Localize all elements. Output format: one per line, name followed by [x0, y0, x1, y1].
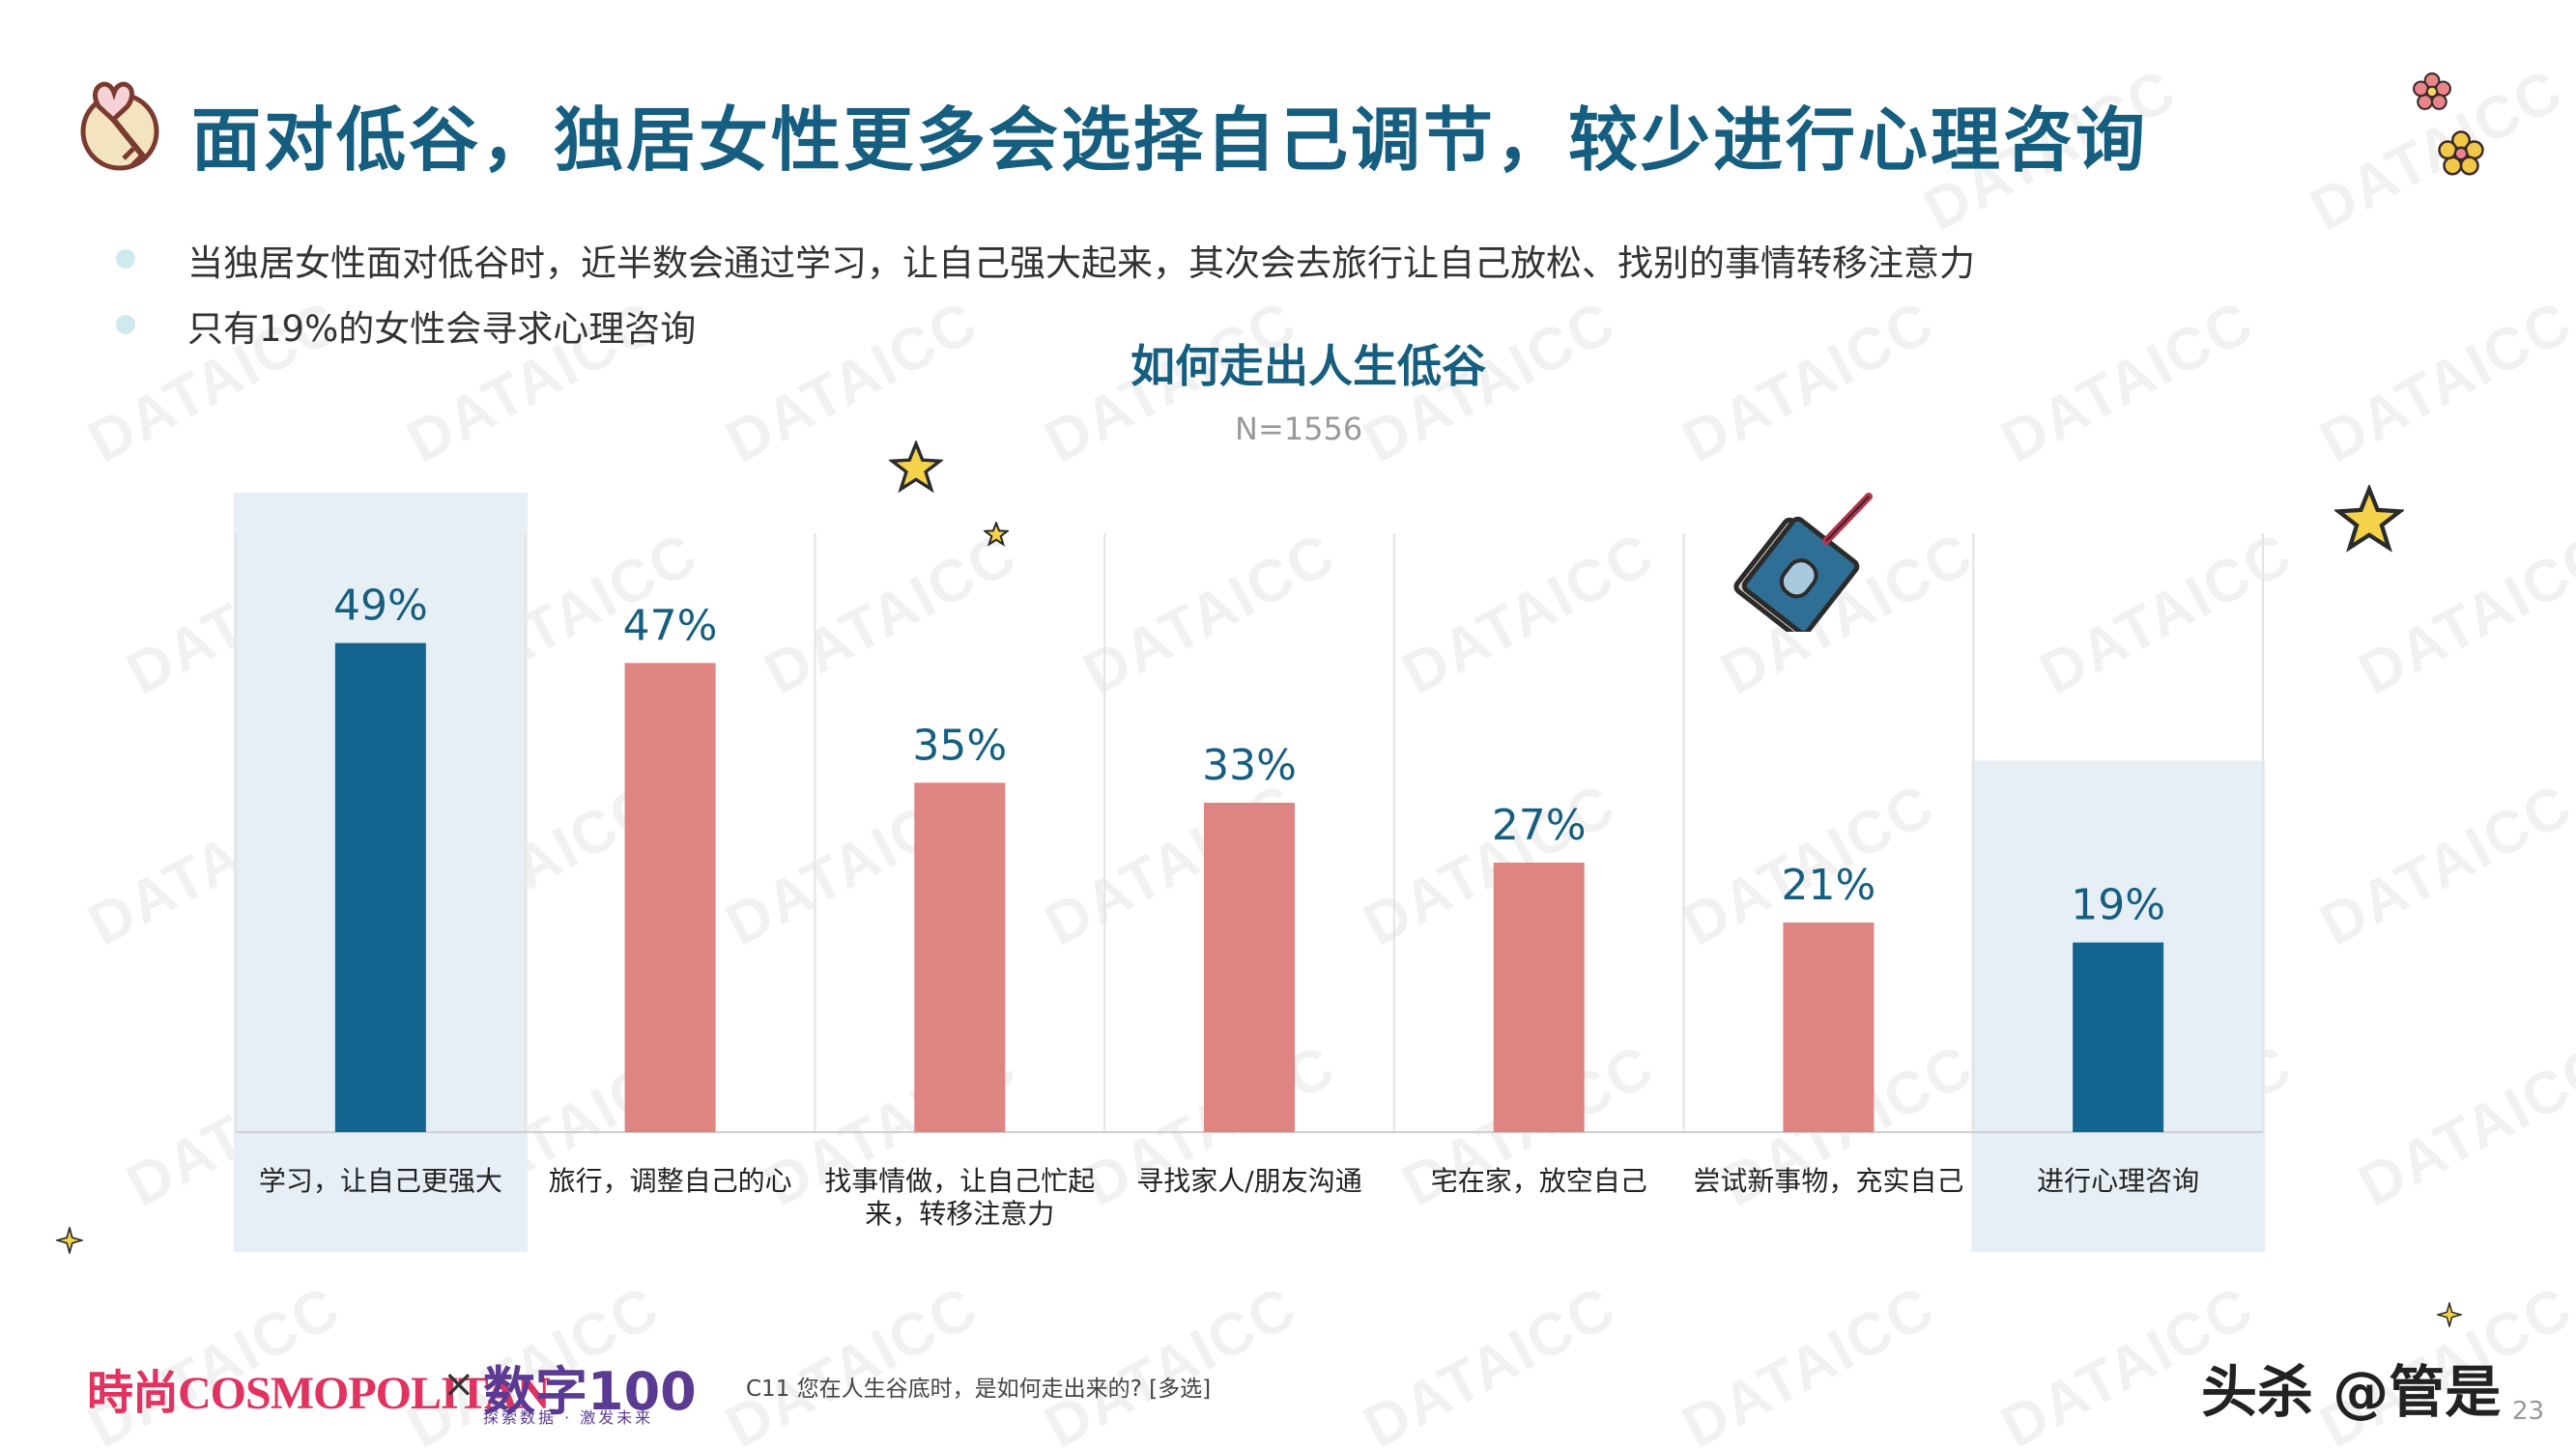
category-label: 寻找家人/朋友沟通	[1136, 1165, 1361, 1197]
page-number: 23	[2512, 1397, 2545, 1426]
notebook-pen-icon	[1733, 493, 1873, 632]
category-label: 尝试新事物，充实自己	[1693, 1165, 1963, 1197]
chart-title: 如何走出人生低谷	[1131, 340, 1486, 392]
category-label: 旅行，调整自己的心	[549, 1165, 792, 1197]
flower-icon	[2438, 130, 2484, 176]
collab-separator: ×	[443, 1362, 475, 1406]
partner-logo: 数字100	[483, 1361, 697, 1422]
data-label: 35%	[912, 721, 1007, 770]
data-label: 21%	[1782, 861, 1876, 910]
source-watermark: 头杀 @管是	[2201, 1359, 2502, 1425]
bar	[2073, 942, 2164, 1132]
bar	[1204, 803, 1295, 1132]
bullet-dot	[116, 315, 135, 334]
star-icon	[889, 440, 943, 494]
sparkle-icon	[56, 1227, 83, 1254]
bullet-dot	[116, 249, 135, 269]
data-label: 19%	[2071, 881, 2165, 930]
brand-logo-text: 時尚COSMOPOLITAN	[87, 1368, 550, 1419]
survey-question-note: C11 您在人生谷底时，是如何走出来的? [多选]	[746, 1377, 1212, 1402]
bullet-text: 只有19%的女性会寻求心理咨询	[187, 308, 697, 350]
bar	[624, 663, 716, 1132]
category-label: 宅在家，放空自己	[1431, 1165, 1647, 1197]
bar	[334, 642, 426, 1132]
data-label: 33%	[1202, 741, 1297, 790]
bar	[1783, 923, 1875, 1132]
category-label: 进行心理咨询	[2037, 1165, 2199, 1197]
category-label: 找事情做，让自己忙起	[824, 1165, 1095, 1197]
partner-slogan: 探索数据 · 激发未来	[483, 1408, 654, 1427]
flower-icon	[2413, 72, 2451, 110]
brand-logo: 時尚COSMOPOLITAN	[87, 1354, 550, 1422]
sparkle-icon	[2437, 1302, 2462, 1327]
bullet-text: 当独居女性面对低谷时，近半数会通过学习，让自己强大起来，其次会去旅行让自己放松、…	[187, 242, 1975, 284]
category-label: 来，转移注意力	[865, 1198, 1054, 1230]
chart-sample-size: N=1556	[1235, 411, 1363, 447]
data-label: 47%	[623, 601, 718, 650]
bar	[914, 782, 1006, 1132]
data-label: 27%	[1492, 801, 1587, 850]
category-label: 学习，让自己更强大	[259, 1165, 502, 1197]
star-icon	[2334, 485, 2404, 553]
star-icon	[984, 522, 1009, 547]
key-heart-icon	[80, 81, 159, 171]
data-label: 49%	[333, 582, 428, 631]
bar	[1493, 863, 1585, 1132]
page-title: 面对低谷，独居女性更多会选择自己调节，较少进行心理咨询	[191, 99, 2149, 181]
